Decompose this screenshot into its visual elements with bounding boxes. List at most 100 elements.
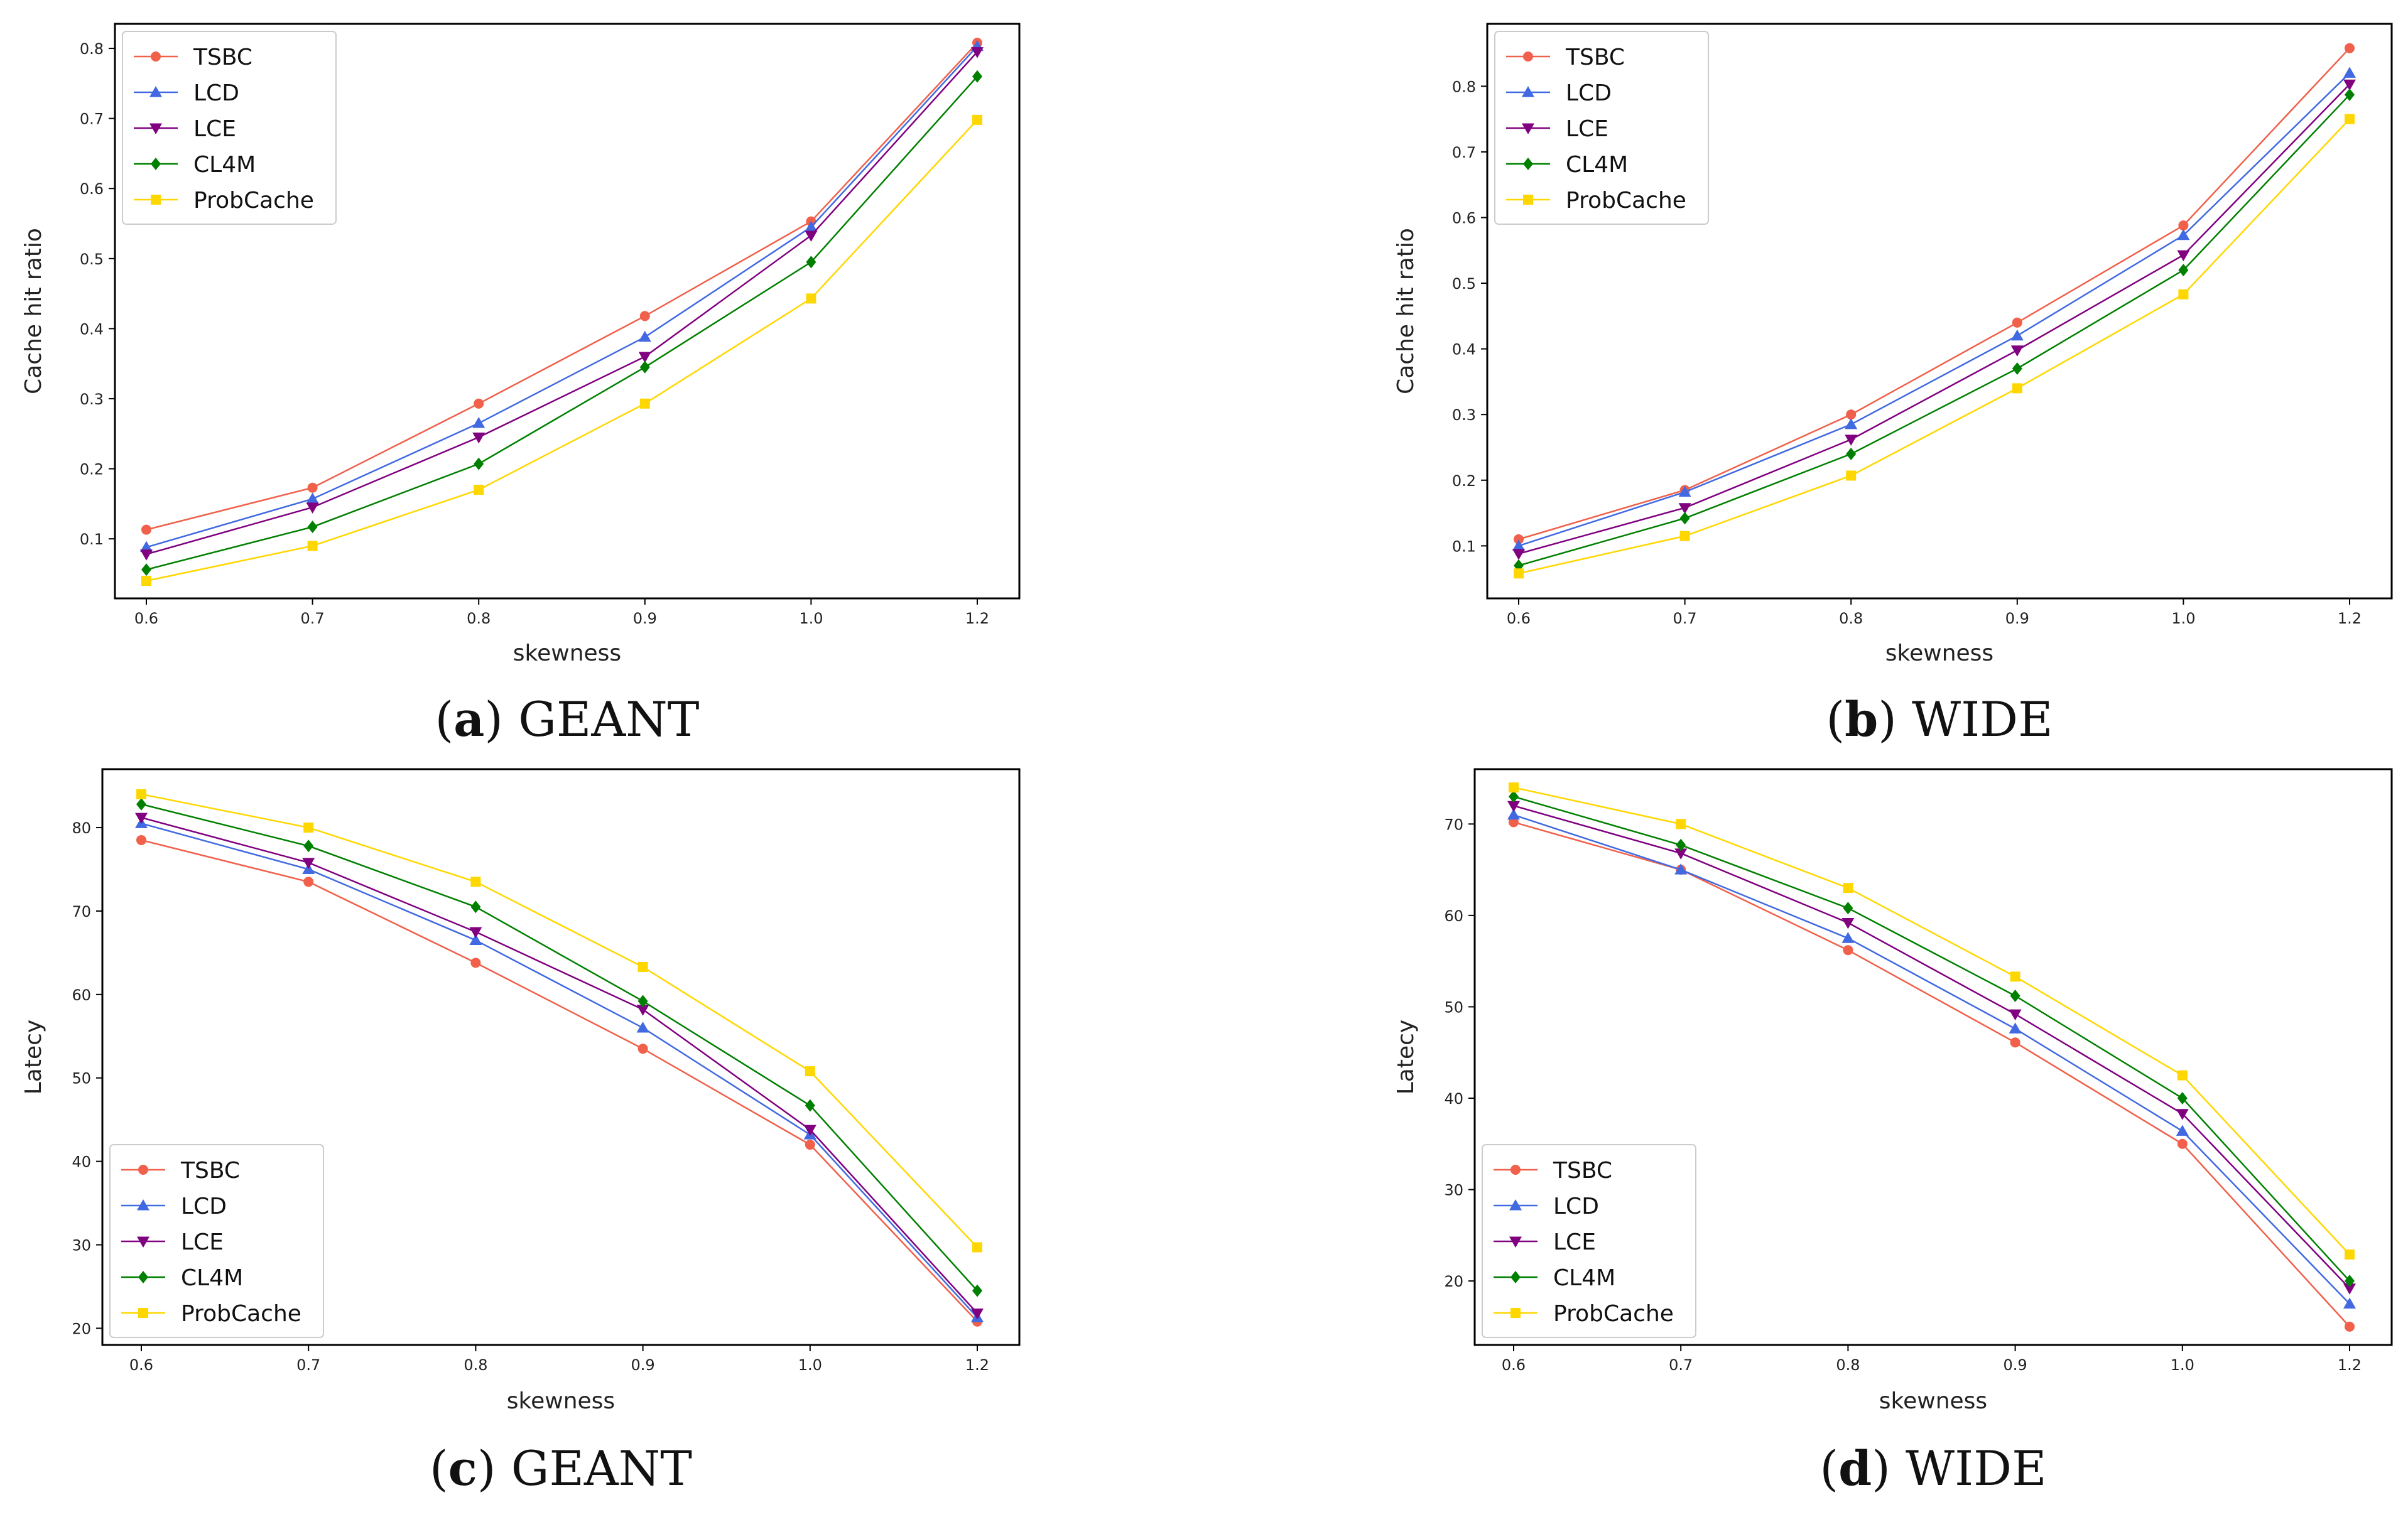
legend-item-lce: LCE (121, 1229, 224, 1255)
legend-marker (1509, 1236, 1522, 1248)
data-point (639, 398, 650, 409)
data-point (307, 482, 318, 493)
data-point (971, 1308, 984, 1320)
caption-paren-open: ( (430, 1440, 448, 1496)
caption-letter: a (453, 691, 484, 747)
data-point (141, 524, 151, 535)
data-point (1843, 902, 1853, 915)
data-point (470, 958, 481, 968)
data-point (639, 311, 650, 321)
y-tick-label: 80 (72, 819, 91, 837)
x-tick-label: 1.0 (2171, 1356, 2194, 1374)
y-tick-label: 40 (1444, 1090, 1463, 1108)
data-point (1846, 447, 1857, 460)
data-point (2012, 317, 2022, 328)
legend-marker (138, 1271, 148, 1283)
data-point (805, 1066, 815, 1077)
data-point (140, 549, 153, 561)
chart-d-svg: 0.6 0.7 0.8 0.9 1.0 1.2 20 30 40 50 60 70 skewness La… (1393, 768, 2393, 1496)
figure-caption: (a) GEANT (435, 691, 700, 747)
data-point (1507, 801, 1520, 812)
data-point (2009, 1022, 2022, 1034)
data-point (1843, 883, 1853, 893)
series-cl4m (136, 797, 982, 1297)
legend-label: TSBC (1553, 1158, 1612, 1184)
x-tick-label: 1.2 (965, 1356, 989, 1374)
caption-text: ) WIDE (1872, 1440, 2046, 1496)
data-point (805, 1099, 815, 1112)
legend-label: ProbCache (1566, 188, 1686, 213)
figure-caption: (c) GEANT (430, 1440, 692, 1496)
legend: TSBC LCD LCE CL4M ProbCache (122, 31, 337, 225)
y-axis-label: Latecy (21, 1020, 46, 1094)
x-tick-label: 0.9 (2005, 610, 2029, 627)
series-line (1518, 94, 2350, 566)
data-point (1676, 819, 1686, 829)
data-point (2343, 67, 2356, 78)
legend-item-tsbc: TSBC (121, 1158, 240, 1184)
data-point (303, 839, 314, 853)
data-point (636, 1005, 649, 1016)
data-point (806, 256, 816, 269)
data-point (805, 220, 818, 232)
data-point (136, 789, 146, 799)
data-point (1509, 782, 1519, 793)
legend-item-cl4m: CL4M (1506, 152, 1628, 178)
y-tick-label: 0.7 (80, 111, 104, 128)
legend-label: LCE (193, 116, 236, 142)
data-point (135, 812, 148, 824)
data-point (803, 1125, 816, 1136)
x-tick-label: 1.0 (799, 610, 823, 627)
legend-marker (1510, 1271, 1521, 1283)
series-line (141, 793, 978, 1248)
legend-item-cl4m: CL4M (1494, 1265, 1615, 1291)
x-tick-label: 1.2 (2338, 1356, 2362, 1374)
data-point (474, 457, 484, 470)
legend-marker (149, 86, 162, 97)
legend-label: ProbCache (193, 188, 314, 213)
data-point (470, 900, 481, 914)
data-point (2178, 289, 2189, 300)
series-probcache (1514, 114, 2355, 579)
data-point (805, 1140, 815, 1150)
legend-label: LCD (1553, 1194, 1599, 1219)
legend-item-lce: LCE (1506, 116, 1608, 142)
y-tick-label: 0.6 (1452, 209, 1476, 227)
x-tick-label: 0.7 (296, 1356, 320, 1374)
legend-item-tsbc: TSBC (1494, 1158, 1612, 1184)
x-axis-label: skewness (1879, 1388, 1987, 1414)
legend-label: LCE (181, 1229, 224, 1255)
data-point (638, 352, 651, 364)
legend-marker (151, 51, 161, 62)
series-probcache (1509, 782, 2355, 1260)
legend-item-lcd: LCD (134, 80, 239, 106)
legend-marker (1510, 1308, 1521, 1318)
caption-letter: c (448, 1440, 477, 1496)
data-point (141, 563, 151, 576)
series-lce (140, 47, 984, 561)
y-tick-label: 0.6 (80, 180, 104, 198)
legend-marker (138, 1308, 148, 1318)
legend-label: TSBC (193, 45, 252, 70)
data-point (2343, 1297, 2356, 1309)
x-axis-label: skewness (1885, 640, 1993, 666)
data-point (1514, 568, 1524, 579)
data-point (806, 293, 816, 304)
legend-item-probcache: ProbCache (1494, 1301, 1674, 1327)
legend-label: LCD (1566, 80, 1612, 106)
x-axis-label: skewness (513, 640, 621, 666)
legend-marker (138, 1165, 148, 1175)
legend-marker (149, 123, 162, 134)
y-axis-label: Latecy (1393, 1020, 1419, 1094)
y-tick-label: 0.3 (1452, 406, 1476, 424)
data-point (972, 114, 982, 125)
data-point (1841, 932, 1855, 943)
chart-panel-d: 0.6 0.7 0.8 0.9 1.0 1.2 20 30 40 50 60 70 skewness La… (1372, 753, 2408, 1517)
series-line (141, 803, 978, 1292)
data-point (302, 858, 315, 869)
data-point (2177, 229, 2190, 240)
series-line (1513, 786, 2350, 1255)
data-point (2345, 1275, 2355, 1288)
data-point (2177, 1092, 2188, 1104)
caption-text: ) WIDE (1878, 691, 2053, 747)
